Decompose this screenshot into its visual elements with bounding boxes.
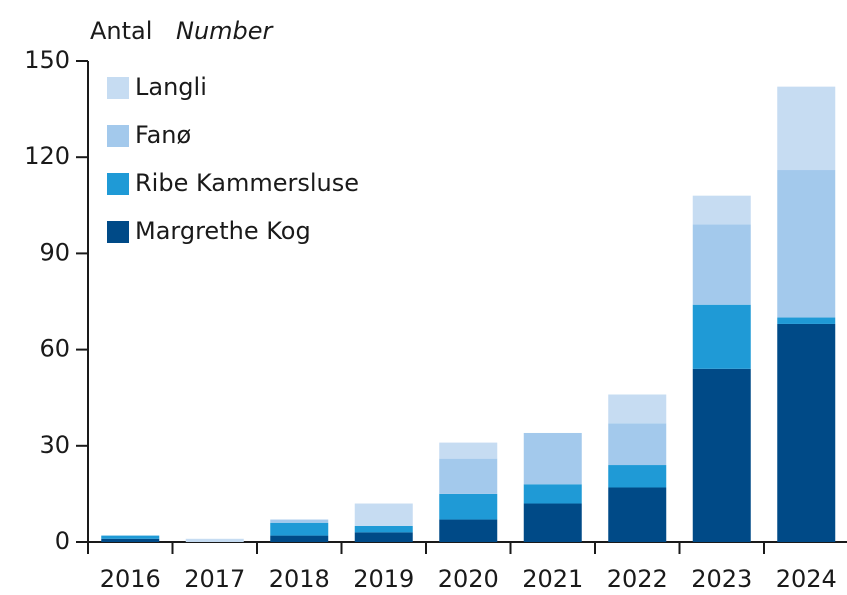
bar-segment: [523, 432, 582, 485]
bar-segment: [692, 195, 751, 225]
bar-segment: [439, 458, 498, 494]
bar-segment: [439, 442, 498, 459]
legend-label: Fanø: [135, 121, 191, 149]
bar-segment: [101, 535, 160, 539]
x-tick-label: 2018: [269, 565, 330, 593]
legend-label: Ribe Kammersluse: [135, 169, 359, 197]
legend-swatch: [107, 221, 129, 243]
bar-segment: [270, 519, 329, 523]
bar-segment: [608, 394, 667, 424]
x-tick-label: 2023: [691, 565, 752, 593]
bar-segment: [270, 535, 329, 542]
bar-segment: [608, 465, 667, 488]
x-tick-label: 2024: [776, 565, 837, 593]
bar-segment: [608, 487, 667, 542]
legend-swatch: [107, 125, 129, 147]
legend-swatch: [107, 77, 129, 99]
x-tick-label: 2017: [184, 565, 245, 593]
bar-segment: [523, 503, 582, 542]
y-axis-label-en: Number: [176, 17, 275, 45]
bar-segment: [101, 538, 160, 542]
bar-segment: [523, 484, 582, 504]
legend-swatch: [107, 173, 129, 195]
bar-segment: [439, 519, 498, 542]
bar-segment: [439, 493, 498, 520]
y-tick-label: 150: [24, 46, 70, 74]
x-tick-label: 2022: [607, 565, 668, 593]
bar-segment: [354, 532, 413, 542]
legend-label: Langli: [135, 73, 207, 101]
bar-segment: [692, 304, 751, 369]
y-tick-label: 90: [39, 238, 70, 266]
bar-segment: [692, 368, 751, 542]
y-tick-label: 120: [24, 142, 70, 170]
y-tick-label: 60: [39, 335, 70, 363]
legend-label: Margrethe Kog: [135, 217, 311, 245]
y-tick-label: 30: [39, 431, 70, 459]
x-tick-label: 2016: [100, 565, 161, 593]
y-tick-label: 0: [55, 527, 70, 555]
bar-segment: [354, 525, 413, 533]
bar-segment: [692, 224, 751, 305]
bar-segment: [270, 522, 329, 536]
x-tick-label: 2021: [522, 565, 583, 593]
bar-segment: [777, 170, 836, 318]
x-tick-label: 2019: [353, 565, 414, 593]
bar-segment: [777, 323, 836, 542]
bar-segment: [777, 86, 836, 171]
bar-segment: [777, 317, 836, 324]
y-axis-label: Antal: [90, 17, 152, 45]
x-tick-label: 2020: [438, 565, 499, 593]
bar-segment: [608, 423, 667, 466]
bar-segment: [185, 538, 244, 542]
bar-segment: [354, 503, 413, 526]
